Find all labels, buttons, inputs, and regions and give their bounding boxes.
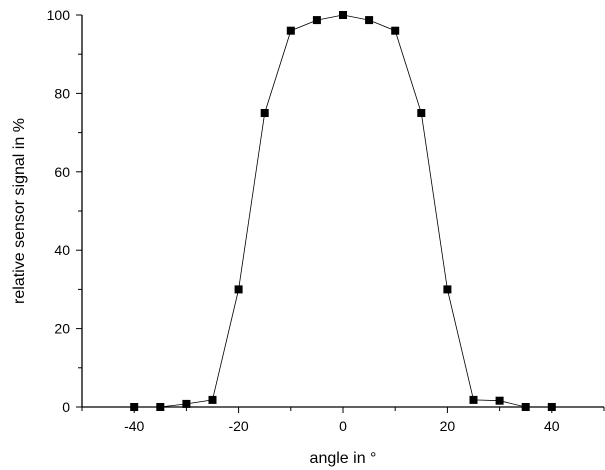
y-tick-label: 20 <box>54 321 70 337</box>
data-point <box>521 403 530 411</box>
x-axis-title: angle in ° <box>310 450 377 467</box>
data-point <box>312 16 321 25</box>
data-point <box>365 16 374 25</box>
y-axis-title: relative sensor signal in % <box>11 118 28 304</box>
y-tick-label: 60 <box>54 164 70 180</box>
data-point <box>547 403 556 411</box>
x-tick-label: 20 <box>440 418 456 434</box>
data-point <box>495 396 504 405</box>
y-tick-label: 100 <box>47 7 71 23</box>
series-line <box>134 14 552 408</box>
x-axis-ticks: -40 -20 0 20 40 <box>81 407 605 434</box>
data-point <box>208 395 217 404</box>
x-tick-label: -20 <box>228 418 248 434</box>
y-tick-label: 40 <box>54 242 70 258</box>
data-point <box>260 109 269 117</box>
y-axis-ticks: 0 20 40 60 80 100 <box>47 7 82 415</box>
x-tick-label: 40 <box>544 418 560 434</box>
data-point <box>391 26 400 35</box>
data-point <box>182 399 191 408</box>
y-tick-label: 0 <box>62 399 70 415</box>
data-point <box>156 403 165 411</box>
x-tick-label: 0 <box>339 418 347 434</box>
data-point <box>234 285 243 294</box>
x-tick-label: -40 <box>124 418 144 434</box>
data-point <box>130 403 139 411</box>
data-point <box>417 109 426 117</box>
axes <box>81 15 604 408</box>
data-point <box>469 395 478 404</box>
data-point <box>443 285 452 294</box>
data-point <box>339 11 347 19</box>
data-point <box>286 26 295 35</box>
y-tick-label: 80 <box>54 85 70 101</box>
data-points <box>130 11 556 411</box>
